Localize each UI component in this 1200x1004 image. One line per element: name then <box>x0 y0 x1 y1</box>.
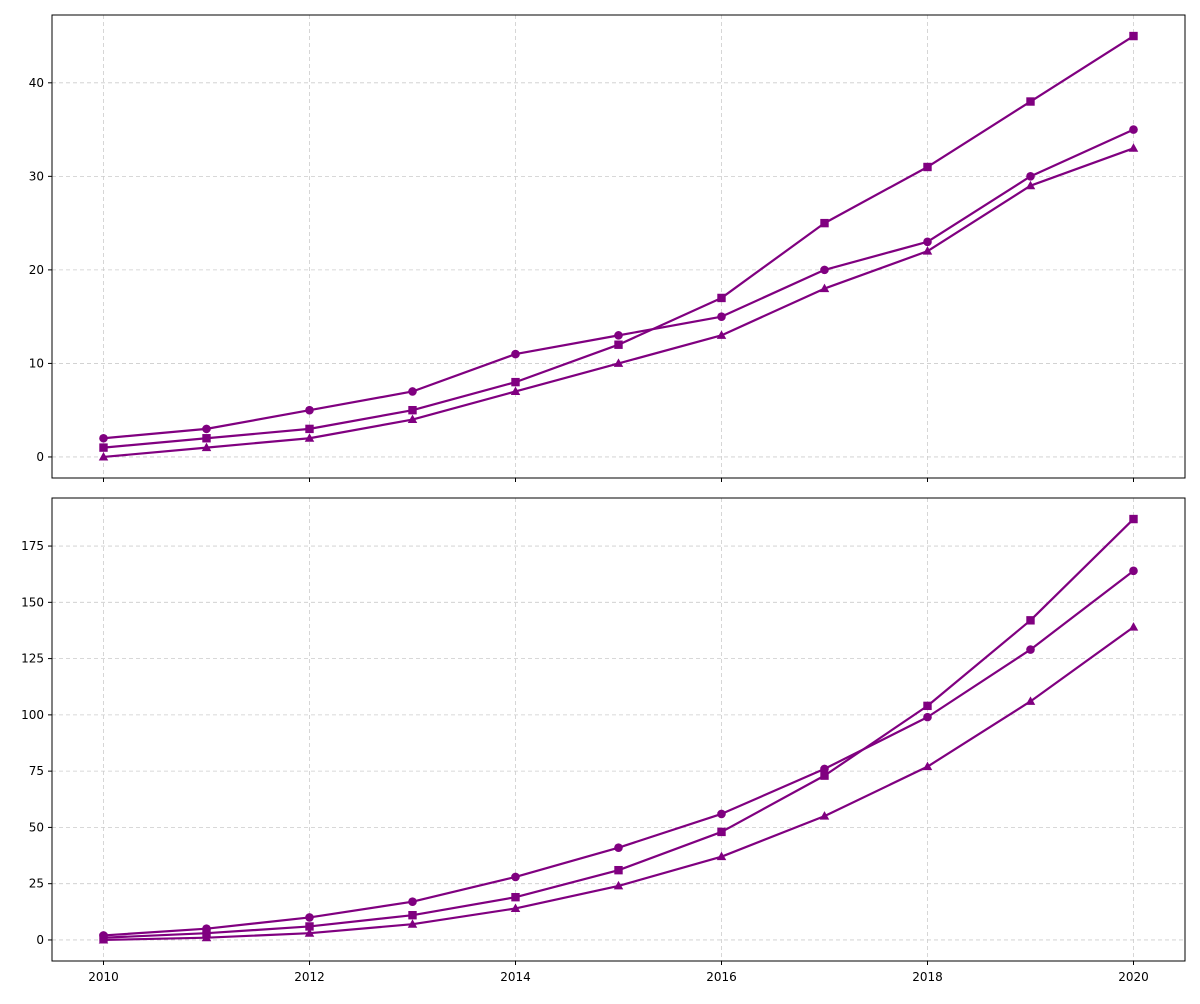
data-point-triangle <box>201 442 212 452</box>
data-point-circle <box>511 349 520 359</box>
x-tick-label: 2014 <box>500 970 531 984</box>
y-tick-label: 10 <box>29 356 44 370</box>
series-line-2 <box>103 35 1135 449</box>
y-tick-label: 30 <box>29 169 44 183</box>
data-point-square <box>99 443 108 452</box>
data-point-square <box>202 434 211 443</box>
y-tick-label: 0 <box>36 450 44 464</box>
data-point-square <box>408 910 417 920</box>
data-point-square <box>614 865 623 875</box>
plot-frame <box>51 497 1186 962</box>
chart-panel-2: 0 25 50 75 100 125 150 175 2010 2012 2014 2016 2018 2… <box>21 497 1186 984</box>
data-point-circle <box>614 843 623 852</box>
data-point-square <box>717 827 726 837</box>
data-point-square <box>614 340 623 349</box>
x-tick-label: 2012 <box>294 970 325 984</box>
data-point-circle <box>305 913 314 922</box>
series-line-2 <box>103 518 1135 939</box>
series-line-1 <box>103 128 1134 440</box>
plot-frame <box>51 14 1186 479</box>
y-tick-label: 50 <box>29 820 44 834</box>
data-point-square <box>305 922 314 931</box>
data-point-circle <box>820 764 829 774</box>
data-point-triangle <box>613 880 624 890</box>
data-point-square <box>1129 514 1138 524</box>
data-point-triangle <box>716 851 727 861</box>
data-point-triangle <box>1025 696 1036 705</box>
data-point-triangle <box>407 414 418 424</box>
y-tick-label: 40 <box>29 76 44 90</box>
data-point-circle <box>923 237 932 247</box>
data-point-square <box>820 771 829 780</box>
y-tick-label: 75 <box>29 764 44 778</box>
data-point-circle <box>99 433 108 443</box>
data-point-triangle <box>304 433 315 442</box>
data-point-triangle <box>407 919 418 928</box>
x-tick-label: 2016 <box>706 970 737 984</box>
data-point-circle <box>408 387 417 396</box>
data-point-square <box>511 377 520 387</box>
data-point-triangle <box>922 761 933 771</box>
data-point-triangle <box>98 934 109 944</box>
data-point-circle <box>923 712 932 722</box>
data-point-square <box>305 424 314 434</box>
y-tick-label: 175 <box>21 539 44 553</box>
data-point-square <box>923 701 932 711</box>
data-point-triangle <box>98 451 109 461</box>
data-point-square <box>408 405 417 415</box>
data-point-circle <box>511 872 520 882</box>
data-point-circle <box>717 809 726 819</box>
data-point-square <box>1026 616 1035 625</box>
chart-panel-1: 0 10 20 30 40 <box>29 14 1186 482</box>
data-point-triangle <box>716 330 727 339</box>
data-point-triangle <box>1025 180 1036 190</box>
data-point-circle <box>820 265 829 275</box>
data-point-circle <box>1026 645 1035 654</box>
data-point-triangle <box>819 811 830 820</box>
x-tick-label: 2010 <box>88 970 119 984</box>
y-tick-label: 125 <box>21 652 44 666</box>
y-tick-label: 0 <box>36 933 44 947</box>
data-point-square <box>1129 31 1138 41</box>
data-point-circle <box>1129 566 1138 576</box>
data-point-square <box>923 162 932 172</box>
data-point-circle <box>202 424 211 434</box>
data-point-triangle <box>304 928 315 937</box>
data-point-circle <box>717 312 726 321</box>
y-tick-label: 25 <box>29 877 44 891</box>
y-tick-label: 20 <box>29 263 44 277</box>
data-point-triangle <box>1128 622 1139 631</box>
data-point-square <box>717 293 726 303</box>
x-tick-label: 2018 <box>912 970 943 984</box>
data-point-circle <box>305 405 314 415</box>
data-point-circle <box>614 331 623 340</box>
y-tick-label: 100 <box>21 708 44 722</box>
data-point-triangle <box>819 283 830 293</box>
data-point-square <box>820 218 829 228</box>
data-point-circle <box>1026 172 1035 181</box>
data-point-triangle <box>613 358 624 367</box>
series-line-3 <box>103 147 1134 459</box>
data-point-triangle <box>510 386 521 395</box>
data-point-circle <box>1129 125 1138 134</box>
y-tick-label: 150 <box>21 595 44 609</box>
data-point-square <box>511 892 520 902</box>
data-point-triangle <box>510 903 521 912</box>
data-point-circle <box>408 897 417 906</box>
data-point-triangle <box>201 932 212 942</box>
x-tick-label: 2020 <box>1118 970 1149 984</box>
data-point-triangle <box>1128 143 1139 152</box>
series-line-1 <box>103 569 1135 937</box>
data-point-triangle <box>922 246 933 255</box>
series-line-3 <box>103 626 1135 942</box>
data-point-square <box>1026 97 1035 106</box>
